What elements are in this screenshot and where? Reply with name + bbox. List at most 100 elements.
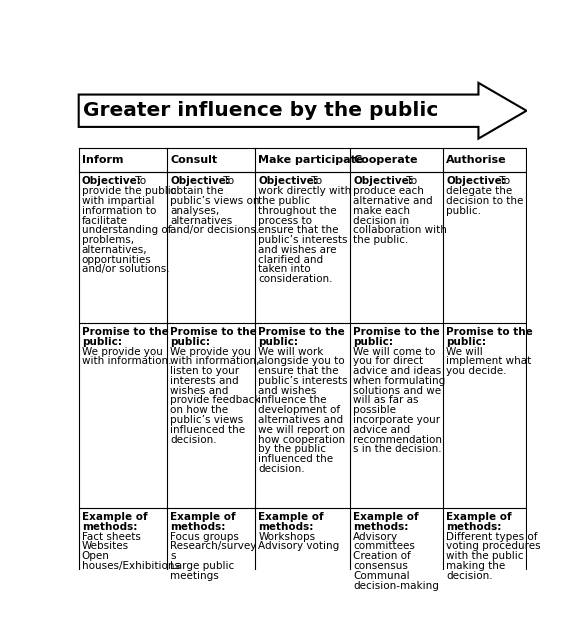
Text: alternative and: alternative and (353, 196, 433, 206)
Text: you decide.: you decide. (447, 366, 507, 376)
Text: Promise to the: Promise to the (353, 327, 440, 337)
Text: making the: making the (447, 561, 506, 571)
Text: provide the public: provide the public (82, 186, 176, 196)
Text: Communal: Communal (353, 570, 410, 581)
Text: and wishes: and wishes (258, 386, 316, 395)
Text: Large public: Large public (170, 561, 234, 571)
Text: you for direct: you for direct (353, 356, 423, 366)
Text: Greater influence by the public: Greater influence by the public (83, 101, 439, 121)
Text: public:: public: (82, 337, 122, 347)
Text: taken into: taken into (258, 265, 311, 274)
Text: decision.: decision. (170, 435, 217, 445)
Text: public:: public: (170, 337, 210, 347)
Text: ensure that the: ensure that the (258, 366, 339, 376)
Text: advice and ideas: advice and ideas (353, 366, 441, 376)
Text: analyses,: analyses, (170, 206, 219, 216)
Text: decision in: decision in (353, 215, 409, 226)
Text: Advisory: Advisory (353, 531, 398, 542)
Text: how cooperation: how cooperation (258, 435, 345, 445)
Text: Promise to the: Promise to the (447, 327, 533, 337)
Text: consensus: consensus (353, 561, 408, 571)
Text: We will come to: We will come to (353, 347, 435, 356)
Text: Example of: Example of (447, 512, 512, 522)
Text: make each: make each (353, 206, 410, 216)
Text: with information,: with information, (170, 356, 260, 366)
Text: advice and: advice and (353, 425, 410, 435)
Text: Research/survey: Research/survey (170, 542, 257, 551)
Text: interests and: interests and (170, 376, 239, 386)
Text: implement what: implement what (447, 356, 532, 366)
Text: Focus groups: Focus groups (170, 531, 239, 542)
Text: collaboration with: collaboration with (353, 226, 447, 235)
Text: Advisory voting: Advisory voting (258, 542, 339, 551)
Text: understanding of: understanding of (82, 226, 171, 235)
Text: incorporate your: incorporate your (353, 415, 440, 425)
Text: methods:: methods: (170, 522, 226, 532)
Text: s: s (170, 551, 176, 561)
Text: Objective:: Objective: (353, 176, 413, 187)
Text: problems,: problems, (82, 235, 134, 245)
Text: by the public: by the public (258, 444, 326, 454)
Text: We provide you: We provide you (82, 347, 163, 356)
Text: Objective:: Objective: (258, 176, 318, 187)
Text: Workshops: Workshops (258, 531, 315, 542)
Text: To: To (220, 176, 234, 187)
Text: public:: public: (258, 337, 298, 347)
Text: public’s views on: public’s views on (170, 196, 260, 206)
Text: influence the: influence the (258, 395, 327, 406)
Text: meetings: meetings (170, 570, 219, 581)
Text: process to: process to (258, 215, 312, 226)
Text: recommendation: recommendation (353, 435, 442, 445)
Text: alongside you to: alongside you to (258, 356, 345, 366)
Text: possible: possible (353, 405, 396, 415)
Text: We will work: We will work (258, 347, 323, 356)
Text: clarified and: clarified and (258, 254, 323, 265)
Text: will as far as: will as far as (353, 395, 418, 406)
Text: Websites: Websites (82, 542, 129, 551)
Text: Consult: Consult (170, 155, 217, 165)
Text: We provide you: We provide you (170, 347, 251, 356)
Text: produce each: produce each (353, 186, 424, 196)
Text: To: To (496, 176, 510, 187)
Text: wishes and: wishes and (170, 386, 229, 395)
Text: and wishes are: and wishes are (258, 245, 337, 255)
Text: information to: information to (82, 206, 156, 216)
Text: decision to the: decision to the (447, 196, 524, 206)
Text: the public: the public (258, 196, 310, 206)
Text: obtain the: obtain the (170, 186, 223, 196)
Text: with impartial: with impartial (82, 196, 154, 206)
Text: methods:: methods: (82, 522, 137, 532)
Text: Objective:: Objective: (82, 176, 142, 187)
Text: We will: We will (447, 347, 483, 356)
Text: Promise to the: Promise to the (258, 327, 345, 337)
Text: decision.: decision. (447, 570, 493, 581)
Text: houses/Exhibitions: houses/Exhibitions (82, 561, 180, 571)
Text: public’s views: public’s views (170, 415, 243, 425)
Text: development of: development of (258, 405, 340, 415)
Text: opportunities: opportunities (82, 254, 152, 265)
Text: Promise to the: Promise to the (82, 327, 169, 337)
Text: influenced the: influenced the (170, 425, 245, 435)
Text: and/or decisions.: and/or decisions. (170, 226, 259, 235)
Text: alternatives,: alternatives, (82, 245, 148, 255)
Text: Fact sheets: Fact sheets (82, 531, 141, 542)
Text: throughout the: throughout the (258, 206, 337, 216)
Text: public:: public: (447, 337, 486, 347)
Text: ensure that the: ensure that the (258, 226, 339, 235)
Text: consideration.: consideration. (258, 274, 333, 284)
Text: Open: Open (82, 551, 110, 561)
Text: with information.: with information. (82, 356, 171, 366)
Text: when formulating: when formulating (353, 376, 445, 386)
Text: decision-making: decision-making (353, 581, 439, 590)
Text: Example of: Example of (258, 512, 324, 522)
Text: on how the: on how the (170, 405, 228, 415)
Text: Authorise: Authorise (447, 155, 507, 165)
Text: Creation of: Creation of (353, 551, 411, 561)
Text: listen to your: listen to your (170, 366, 239, 376)
Text: Different types of: Different types of (447, 531, 538, 542)
Text: Example of: Example of (353, 512, 419, 522)
Text: influenced the: influenced the (258, 454, 333, 464)
Text: solutions and we: solutions and we (353, 386, 441, 395)
Text: Objective:: Objective: (170, 176, 230, 187)
Text: work directly with: work directly with (258, 186, 352, 196)
